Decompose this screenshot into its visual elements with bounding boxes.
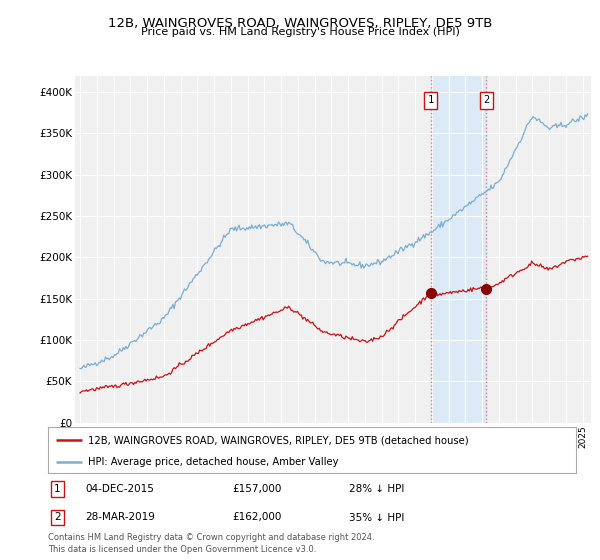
Text: 12B, WAINGROVES ROAD, WAINGROVES, RIPLEY, DE5 9TB: 12B, WAINGROVES ROAD, WAINGROVES, RIPLEY… [108, 17, 492, 30]
Text: 28-MAR-2019: 28-MAR-2019 [85, 512, 155, 522]
Text: 1: 1 [427, 95, 434, 105]
Text: 35% ↓ HPI: 35% ↓ HPI [349, 512, 404, 522]
Text: Contains HM Land Registry data © Crown copyright and database right 2024.
This d: Contains HM Land Registry data © Crown c… [48, 533, 374, 554]
Text: 12B, WAINGROVES ROAD, WAINGROVES, RIPLEY, DE5 9TB (detached house): 12B, WAINGROVES ROAD, WAINGROVES, RIPLEY… [88, 435, 468, 445]
Text: £162,000: £162,000 [233, 512, 282, 522]
Bar [431, 76, 486, 423]
Text: 28% ↓ HPI: 28% ↓ HPI [349, 484, 404, 494]
Text: 2: 2 [54, 512, 61, 522]
Text: £157,000: £157,000 [233, 484, 282, 494]
Text: 2: 2 [483, 95, 490, 105]
Text: 04-DEC-2015: 04-DEC-2015 [85, 484, 154, 494]
Text: Price paid vs. HM Land Registry's House Price Index (HPI): Price paid vs. HM Land Registry's House … [140, 27, 460, 37]
Text: 1: 1 [54, 484, 61, 494]
Text: HPI: Average price, detached house, Amber Valley: HPI: Average price, detached house, Ambe… [88, 457, 338, 466]
